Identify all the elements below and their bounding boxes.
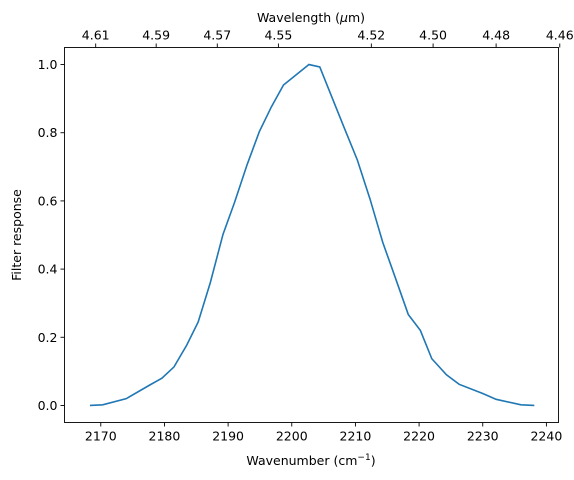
x-axis-top: 4.61 4.59 4.57 4.55 4.52 4.50 4.48 4.46 bbox=[82, 28, 574, 48]
x-tick-label: 2210 bbox=[340, 429, 372, 444]
y-tick-label: 0.4 bbox=[38, 262, 58, 277]
x-axis-label: Wavenumber (cm−1) bbox=[246, 453, 375, 468]
top-axis-label-mu: μ bbox=[339, 10, 348, 25]
plot-area-frame bbox=[64, 47, 559, 423]
top-tick-label: 4.59 bbox=[142, 28, 170, 43]
x-tick-label: 2190 bbox=[212, 429, 244, 444]
y-axis-left: 0.0 0.2 0.4 0.6 0.8 1.0 bbox=[38, 57, 65, 413]
x-tick-label: 2170 bbox=[85, 429, 117, 444]
x-axis-label-superscript: −1 bbox=[357, 453, 370, 463]
top-axis-label: Wavelength (μm) bbox=[257, 10, 365, 25]
y-tick-label: 0.2 bbox=[38, 330, 58, 345]
x-axis-label-end: ) bbox=[371, 453, 376, 468]
top-tick-label: 4.48 bbox=[482, 28, 510, 43]
top-tick-label: 4.46 bbox=[546, 28, 574, 43]
x-axis-bottom: 2170 2180 2190 2200 2210 2220 2230 2240 bbox=[85, 422, 562, 444]
y-tick-label: 0.0 bbox=[38, 398, 58, 413]
x-tick-label: 2230 bbox=[467, 429, 499, 444]
x-tick-label: 2180 bbox=[149, 429, 181, 444]
filter-response-line bbox=[89, 63, 535, 407]
top-tick-label: 4.57 bbox=[203, 28, 231, 43]
top-tick-label: 4.55 bbox=[264, 28, 292, 43]
x-tick-label: 2240 bbox=[530, 429, 562, 444]
y-tick-label: 1.0 bbox=[38, 57, 58, 72]
top-tick-label: 4.61 bbox=[82, 28, 110, 43]
y-tick-label: 0.8 bbox=[38, 125, 58, 140]
y-tick-label: 0.6 bbox=[38, 193, 58, 208]
y-axis-label: Filter response bbox=[9, 189, 24, 281]
top-tick-label: 4.50 bbox=[419, 28, 447, 43]
x-tick-label: 2200 bbox=[276, 429, 308, 444]
x-tick-label: 2220 bbox=[403, 429, 435, 444]
top-tick-label: 4.52 bbox=[357, 28, 385, 43]
